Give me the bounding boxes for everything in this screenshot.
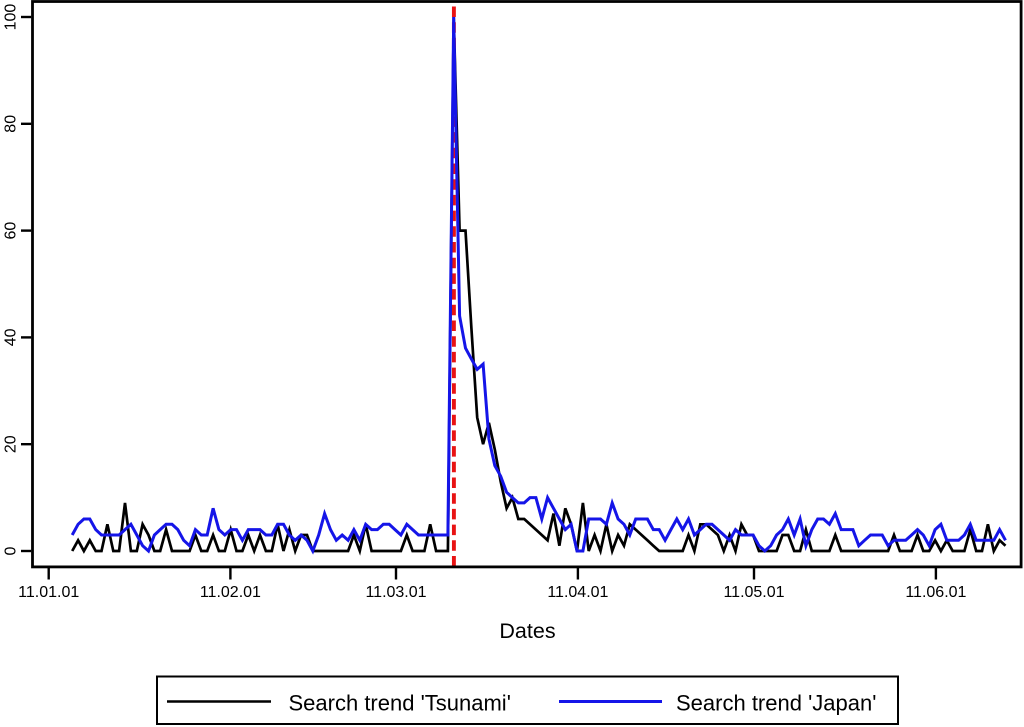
svg-text:11.06.01: 11.06.01 bbox=[905, 584, 966, 601]
svg-text:60: 60 bbox=[3, 222, 20, 240]
svg-text:11.02.01: 11.02.01 bbox=[200, 584, 261, 601]
svg-text:80: 80 bbox=[3, 115, 20, 133]
svg-text:Search trend 'Tsunami': Search trend 'Tsunami' bbox=[289, 691, 511, 716]
svg-text:11.04.01: 11.04.01 bbox=[547, 584, 608, 601]
svg-text:11.01.01: 11.01.01 bbox=[18, 584, 79, 601]
svg-text:20: 20 bbox=[3, 435, 20, 453]
svg-text:100: 100 bbox=[3, 4, 20, 31]
svg-text:40: 40 bbox=[3, 328, 20, 346]
svg-text:Dates: Dates bbox=[499, 619, 555, 643]
svg-text:11.03.01: 11.03.01 bbox=[365, 584, 426, 601]
svg-text:0: 0 bbox=[3, 546, 20, 555]
svg-text:11.05.01: 11.05.01 bbox=[723, 584, 784, 601]
svg-text:Search trend 'Japan': Search trend 'Japan' bbox=[676, 691, 876, 716]
